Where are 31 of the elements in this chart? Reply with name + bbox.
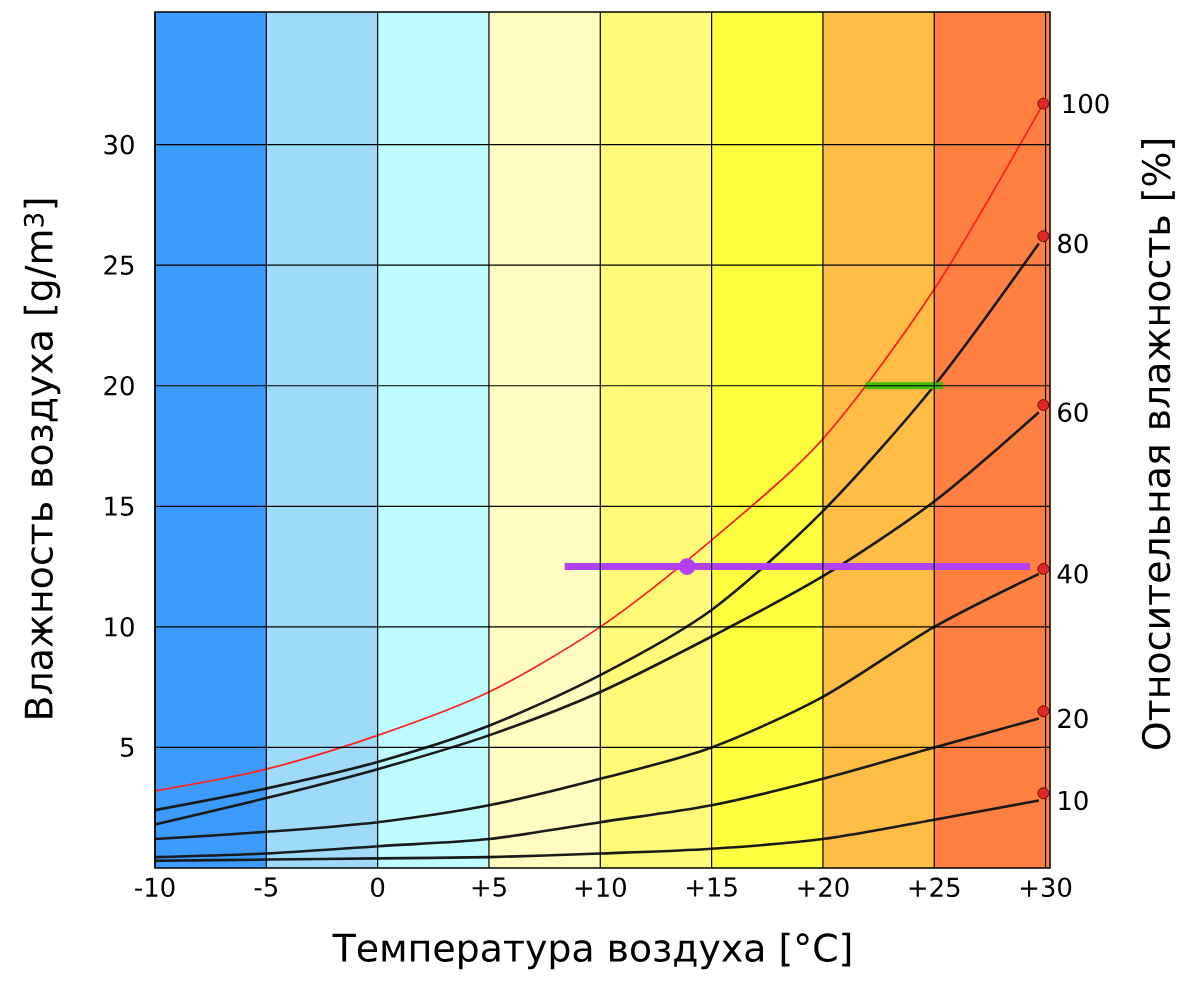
x-tick-label: -10: [135, 877, 175, 898]
point: [1037, 230, 1050, 243]
series-label: 100: [1063, 93, 1109, 114]
x-tick-label: +25: [909, 877, 960, 898]
y-tick-label: 10: [105, 617, 134, 637]
x-tick-label: +10: [575, 877, 626, 898]
y2-axis-title: Относительная влажность [%]: [1141, 140, 1175, 749]
series-label: 60: [1058, 402, 1088, 423]
x-tick-label: 0: [371, 877, 385, 898]
x-tick-label: +5: [472, 877, 506, 897]
y-tick-label: 5: [121, 737, 134, 758]
point: [1037, 787, 1050, 800]
x-axis-title: Температура воздуха [°C]: [332, 932, 851, 970]
series-label: 80: [1058, 233, 1088, 254]
series-label: 10: [1059, 790, 1088, 811]
y-tick-label: 20: [104, 375, 134, 396]
series-label: 20: [1058, 708, 1088, 729]
x-tick-label: +30: [1020, 877, 1072, 898]
x-tick-label: +20: [798, 877, 849, 898]
series-label: 40: [1057, 564, 1088, 584]
point: [1037, 563, 1050, 575]
y-tick-label: 30: [104, 134, 134, 155]
y-tick-label: 15: [105, 496, 134, 516]
y-axis-title: Влажность воздуха [g/m$^{3}$]: [23, 199, 61, 718]
x-tick-label: -5: [254, 877, 277, 897]
point: [678, 558, 696, 575]
x-tick-label: +15: [687, 877, 737, 897]
point: [1037, 399, 1050, 411]
point: [1037, 705, 1050, 718]
y-tick-label: 25: [104, 255, 134, 275]
point: [1037, 97, 1050, 110]
